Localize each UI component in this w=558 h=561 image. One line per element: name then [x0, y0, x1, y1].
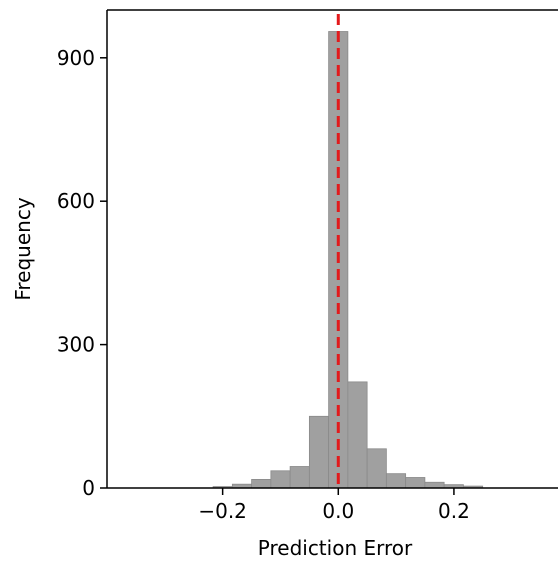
x-tick-label: 0.2 — [438, 499, 470, 523]
histogram-bar — [289, 466, 310, 489]
histogram-bar — [308, 415, 330, 489]
y-tick-label: 0 — [82, 476, 95, 500]
x-axis-ticks: −0.2 0.0 0.2 — [198, 488, 470, 523]
histogram-bar — [385, 473, 407, 489]
y-tick-label: 600 — [57, 189, 95, 213]
histogram-bar — [366, 448, 387, 489]
x-axis-title: Prediction Error — [258, 536, 413, 560]
histogram-bar — [251, 478, 272, 489]
x-tick-label: 0.0 — [322, 499, 354, 523]
histogram-bar — [405, 477, 426, 489]
histogram-bar — [270, 470, 291, 489]
y-tick-label: 300 — [57, 333, 95, 357]
x-tick-label: −0.2 — [198, 499, 247, 523]
axes — [106, 9, 558, 489]
y-axis-title: Frequency — [11, 197, 35, 300]
histogram-bar — [424, 481, 445, 489]
histogram-bars — [212, 31, 484, 489]
y-axis-ticks: 0 300 600 900 — [57, 46, 107, 500]
y-tick-label: 900 — [57, 46, 95, 70]
histogram-bar — [347, 381, 368, 489]
